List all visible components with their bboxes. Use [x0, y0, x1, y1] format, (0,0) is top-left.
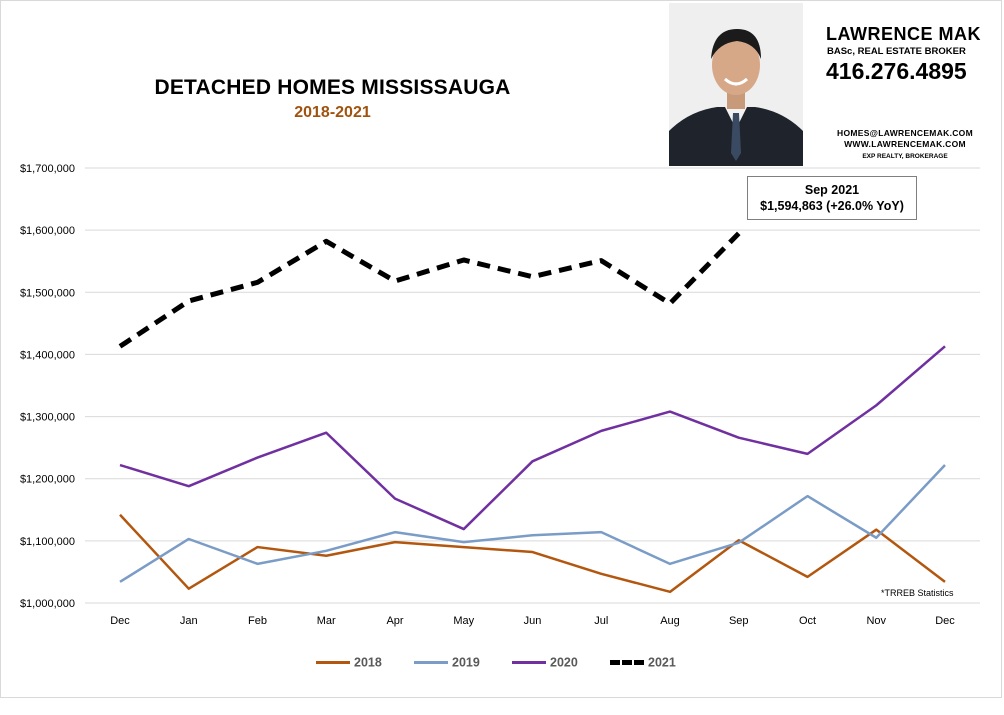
- legend-item-2021: 2021: [610, 655, 676, 670]
- series-line-2019: [119, 464, 946, 583]
- y-tick-label: $1,600,000: [20, 225, 75, 237]
- y-tick-label: $1,200,000: [20, 474, 75, 486]
- x-tick-label: Dec: [110, 615, 130, 627]
- series-line-2020: [119, 345, 946, 531]
- x-tick-label: Feb: [248, 615, 267, 627]
- x-tick-label: Apr: [386, 615, 403, 627]
- agent-portrait-image: [669, 3, 803, 166]
- x-tick-label: Jul: [594, 615, 608, 627]
- x-tick-label: May: [453, 615, 474, 627]
- y-tick-label: $1,000,000: [20, 598, 75, 610]
- legend-swatch-2019: [414, 661, 448, 665]
- x-tick-label: Oct: [799, 615, 816, 627]
- x-tick-label: Jan: [180, 615, 198, 627]
- y-tick-label: $1,100,000: [20, 536, 75, 548]
- agent-email[interactable]: HOMES@LAWRENCEMAK.COM: [837, 128, 973, 138]
- x-tick-label: Aug: [660, 615, 680, 627]
- series-line-2021: [118, 231, 741, 349]
- legend-swatch-2020: [512, 661, 546, 665]
- sep-2021-callout: Sep 2021 $1,594,863 (+26.0% YoY): [747, 176, 917, 220]
- y-tick-label: $1,400,000: [20, 349, 75, 361]
- chart-subtitle: 2018-2021: [294, 104, 371, 121]
- y-tick-label: $1,700,000: [20, 163, 75, 175]
- x-tick-label: Nov: [866, 615, 886, 627]
- chart-title: DETACHED HOMES MISSISSAUGA: [154, 76, 511, 99]
- legend-label-2021: 2021: [648, 655, 676, 670]
- legend-label-2019: 2019: [452, 655, 480, 670]
- y-tick-label: $1,500,000: [20, 287, 75, 299]
- agent-name: LAWRENCE MAK: [826, 24, 981, 44]
- source-note: *TRREB Statistics: [881, 588, 954, 598]
- y-tick-label: $1,300,000: [20, 412, 75, 424]
- legend-item-2018: 2018: [316, 655, 382, 670]
- legend-label-2018: 2018: [354, 655, 382, 670]
- agent-brokerage: EXP REALTY, BROKERAGE: [862, 153, 948, 160]
- legend-item-2020: 2020: [512, 655, 578, 670]
- agent-role: BASc, REAL ESTATE BROKER: [827, 46, 966, 57]
- x-tick-label: Dec: [935, 615, 955, 627]
- legend-swatch-2018: [316, 661, 350, 665]
- agent-website[interactable]: WWW.LAWRENCEMAK.COM: [844, 139, 966, 149]
- series-line-2018: [119, 513, 946, 594]
- agent-photo: [669, 3, 803, 166]
- x-tick-label: Mar: [317, 615, 336, 627]
- chart-frame: [0, 0, 1002, 698]
- x-tick-label: Sep: [729, 615, 749, 627]
- x-tick-label: Jun: [524, 615, 542, 627]
- agent-phone[interactable]: 416.276.4895: [826, 58, 967, 84]
- legend-swatch-2021: [610, 660, 644, 666]
- callout-date: Sep 2021: [804, 183, 860, 197]
- callout-value: $1,594,863 (+26.0% YoY): [760, 199, 904, 213]
- legend-item-2019: 2019: [414, 655, 480, 670]
- legend-label-2020: 2020: [550, 655, 578, 670]
